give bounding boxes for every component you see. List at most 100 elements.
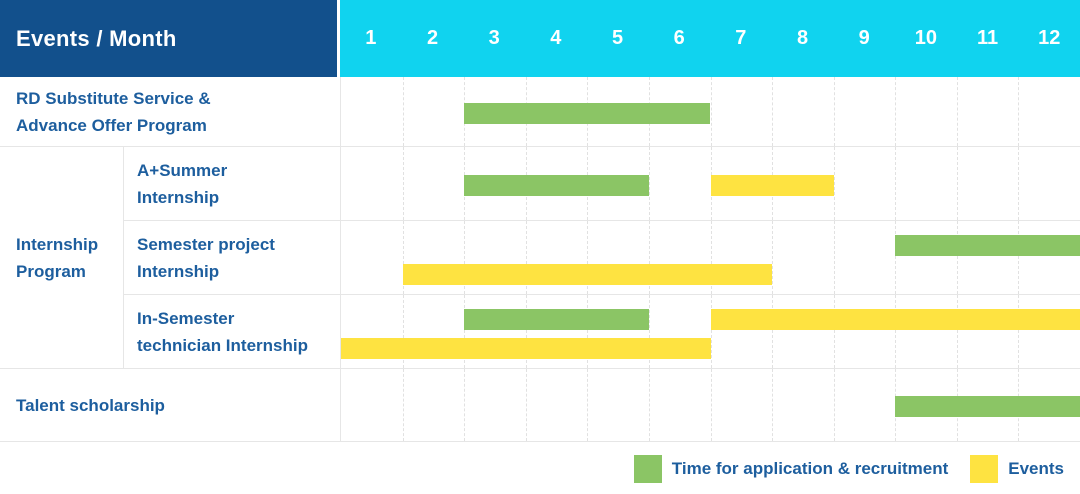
month-gridline <box>956 295 958 368</box>
month-gridline <box>525 295 527 368</box>
month-header-6: 6 <box>673 27 685 49</box>
event-bar <box>710 309 1080 330</box>
month-gridline <box>648 369 650 441</box>
month-gridline <box>464 295 466 368</box>
legend-label-application: Time for application & recruitment <box>671 458 949 478</box>
month-gridline <box>772 221 774 294</box>
month-header-7: 7 <box>735 27 747 49</box>
row-label-in-semester-technician: In-Semester technician Internship <box>124 295 340 368</box>
month-gridline <box>648 295 650 368</box>
application-bar <box>464 174 649 196</box>
label-line: Internship <box>16 234 99 254</box>
month-gridline <box>648 147 650 220</box>
month-header-12: 12 <box>1038 27 1061 49</box>
month-gridline <box>525 221 527 294</box>
application-bar <box>895 235 1080 256</box>
month-gridline <box>956 147 958 220</box>
legend: Time for application & recruitment Event… <box>0 442 1080 494</box>
month-gridline <box>464 369 466 441</box>
month-header-5: 5 <box>611 27 624 49</box>
month-gridline <box>956 221 958 294</box>
row-label-rd-substitute: RD Substitute Service & Advance Offer Pr… <box>0 77 340 146</box>
header-events-month-cell: Events / Month <box>0 0 340 77</box>
month-gridline <box>710 77 712 146</box>
month-header-4: 4 <box>550 27 562 49</box>
month-gridline <box>402 77 404 146</box>
chart-area-rd-substitute <box>340 77 1080 146</box>
month-header-11: 11 <box>976 27 999 49</box>
header-title: Events / Month <box>16 25 177 51</box>
month-gridline <box>402 369 404 441</box>
row-semester-project-internship: Semester project Internship <box>124 220 1080 294</box>
row-label-talent-scholarship: Talent scholarship <box>0 369 340 441</box>
application-bar <box>464 102 711 124</box>
month-gridline <box>464 221 466 294</box>
legend-item-events: Events <box>970 454 1064 483</box>
month-gridline <box>402 221 404 294</box>
label-line: Internship <box>137 187 220 207</box>
label-line: A+Summer <box>137 160 228 180</box>
month-gridline <box>895 295 897 368</box>
label-line: RD Substitute Service & <box>16 88 211 108</box>
month-gridline <box>772 295 774 368</box>
label-line: Talent scholarship <box>16 395 165 415</box>
row-in-semester-technician-internship: In-Semester technician Internship <box>124 294 1080 368</box>
month-header-9: 9 <box>858 27 870 49</box>
month-gridline <box>402 147 404 220</box>
label-line: Advance Offer Program <box>16 115 207 135</box>
month-gridline <box>833 295 835 368</box>
row-talent-scholarship: Talent scholarship <box>0 368 1080 441</box>
month-gridline <box>833 77 835 146</box>
label-line: Internship <box>137 261 220 281</box>
month-gridline <box>525 369 527 441</box>
chart-area-semester-project <box>340 221 1080 294</box>
legend-label-events: Events <box>1008 458 1064 478</box>
month-header-1: 1 <box>365 27 377 49</box>
label-line: Semester project <box>137 234 275 254</box>
events-month-table: Events / Month 1 2 3 4 5 6 7 8 9 10 11 12 RD Substi… <box>0 0 1080 442</box>
month-gridline <box>833 221 835 294</box>
month-header-3: 3 <box>488 27 500 49</box>
month-header-10: 10 <box>914 27 937 49</box>
month-gridline <box>648 221 650 294</box>
chart-area-talent-scholarship <box>340 369 1080 441</box>
internship-subrows: A+Summer Internship Semester project Int… <box>124 147 1080 368</box>
application-bar <box>895 396 1080 417</box>
month-gridline <box>1018 147 1020 220</box>
row-rd-substitute-service: RD Substitute Service & Advance Offer Pr… <box>0 77 1080 146</box>
month-gridline <box>402 295 404 368</box>
month-gridline <box>895 147 897 220</box>
month-header-row: 1 2 3 4 5 6 7 8 9 10 11 12 <box>340 0 1080 77</box>
event-bar <box>341 338 711 359</box>
month-gridline <box>895 77 897 146</box>
events-yellow-swatch-icon <box>970 454 999 483</box>
month-gridline <box>587 295 589 368</box>
row-label-semester-project: Semester project Internship <box>124 221 340 294</box>
month-gridline <box>1018 221 1020 294</box>
month-gridline <box>710 221 712 294</box>
label-line: Program <box>16 261 86 281</box>
event-bar <box>710 174 834 196</box>
chart-area-in-semester-technician <box>340 295 1080 368</box>
month-gridline <box>710 369 712 441</box>
group-label-internship-program: Internship Program <box>0 147 124 368</box>
month-gridline <box>1018 295 1020 368</box>
month-header-2: 2 <box>426 27 439 49</box>
month-gridline <box>772 77 774 146</box>
application-bar <box>464 309 649 330</box>
month-gridline <box>1018 77 1020 146</box>
legend-item-application: Time for application & recruitment <box>633 454 949 483</box>
label-line: In-Semester <box>137 308 235 328</box>
month-gridline <box>587 369 589 441</box>
label-line: technician Internship <box>137 335 308 355</box>
month-gridline <box>587 221 589 294</box>
month-header-8: 8 <box>796 27 809 49</box>
internship-program-group: Internship Program A+Summer Internship S… <box>0 146 1080 368</box>
header-row: Events / Month 1 2 3 4 5 6 7 8 9 10 11 12 <box>0 0 1080 77</box>
row-a-summer-internship: A+Summer Internship <box>124 147 1080 220</box>
month-gridline <box>956 77 958 146</box>
month-gridline <box>833 147 835 220</box>
month-gridline <box>710 295 712 368</box>
row-label-a-summer: A+Summer Internship <box>124 147 340 220</box>
